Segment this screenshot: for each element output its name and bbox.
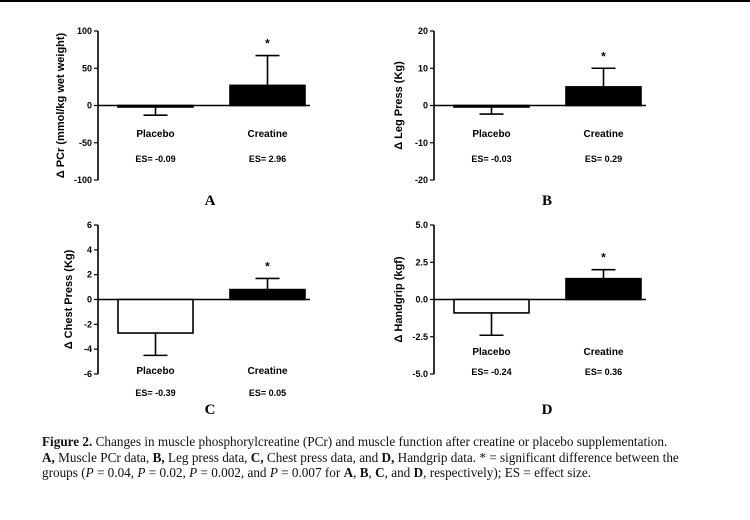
effect-size-label: ES= -0.24 — [471, 367, 511, 377]
caption-p4-text: = 0.007 for — [277, 465, 344, 480]
caption-c2: C — [375, 465, 385, 480]
significance-marker: * — [265, 259, 270, 273]
bar-creatine — [229, 84, 306, 107]
significance-marker: * — [601, 49, 606, 63]
category-label: Placebo — [136, 129, 174, 140]
bar-creatine — [565, 86, 642, 107]
caption-sep3: , and — [384, 465, 414, 480]
effect-size-label: ES= 0.36 — [585, 367, 622, 377]
category-label: Placebo — [472, 129, 510, 140]
bar-creatine — [565, 277, 642, 301]
category-label: Creatine — [247, 366, 287, 377]
effect-size-label: ES= -0.03 — [471, 154, 511, 164]
effect-size-label: ES= 2.96 — [249, 154, 286, 164]
y-tick-label: -10 — [415, 138, 428, 148]
y-axis-label: Δ Leg Press (Kg) — [393, 61, 405, 150]
caption-d-text: Handgrip data. * = significant differenc… — [42, 449, 679, 481]
category-label: Placebo — [136, 366, 174, 377]
panel-letter: A — [205, 193, 216, 209]
panel-b: 20 10 0 -10 -20 Δ Leg Press (Kg) Placebo ES= -0… — [393, 26, 646, 209]
caption-a2: A — [343, 465, 354, 480]
y-tick-label: -100 — [74, 175, 92, 185]
caption-intro: Changes in muscle phosphorylcreatine (PC… — [92, 434, 668, 449]
effect-size-label: ES= 0.29 — [585, 154, 622, 164]
y-axis-label: Δ PCr (mmol/kg wet weight) — [55, 32, 67, 178]
y-tick-label: 0 — [87, 295, 92, 305]
y-tick-label: -2.5 — [412, 332, 428, 342]
caption-end: , respectively); ES = effect size. — [423, 465, 592, 480]
y-tick-label: 50 — [82, 63, 92, 73]
panel-c: 6 4 2 0 -2 -4 -6 Δ Chest Press (Kg) Placebo ES= -… — [63, 220, 310, 418]
y-tick-label: 2.5 — [415, 257, 428, 267]
y-tick-label: 4 — [87, 245, 92, 255]
y-tick-label: -20 — [415, 175, 428, 185]
caption-p2: P — [137, 465, 146, 480]
caption-c-text: Chest press data, and — [263, 449, 382, 465]
y-axis-label: Δ Handgrip (kgf) — [393, 256, 405, 342]
y-tick-label: -4 — [84, 344, 92, 354]
category-label: Placebo — [472, 347, 510, 358]
caption-b2: B — [359, 465, 369, 480]
top-rule — [0, 0, 750, 2]
panel-a: 100 50 0 -50 -100 Δ PCr (mmol/kg wet weight) P… — [55, 26, 310, 209]
category-label: Creatine — [583, 347, 623, 358]
bar-placebo — [453, 298, 530, 314]
caption-p2-text: = 0.02, — [145, 465, 190, 480]
panel-letter: B — [542, 193, 552, 209]
caption-a-text: Muscle PCr data, — [54, 449, 153, 465]
significance-marker: * — [601, 251, 606, 265]
caption-sep2: , — [368, 465, 376, 480]
caption-c-label: C, — [250, 449, 264, 465]
caption-b-label: B, — [152, 449, 165, 465]
panel-letter: D — [542, 402, 553, 418]
significance-marker: * — [265, 37, 270, 51]
effect-size-label: ES= -0.39 — [135, 388, 175, 398]
y-tick-label: -2 — [84, 319, 92, 329]
y-tick-label: -5.0 — [412, 369, 428, 379]
bar-placebo — [117, 298, 194, 334]
panel-d: 5.0 2.5 0.0 -2.5 -5.0 Δ Handgrip (kgf) Placebo… — [393, 220, 646, 418]
effect-size-label: ES= 0.05 — [249, 388, 286, 398]
y-tick-label: 0 — [87, 101, 92, 111]
y-tick-label: 2 — [87, 270, 92, 280]
y-tick-label: 100 — [77, 26, 92, 36]
caption-sep1: , — [353, 465, 360, 480]
category-label: Creatine — [583, 129, 623, 140]
caption-d2: D — [413, 465, 424, 480]
caption-p1: P — [85, 465, 94, 480]
caption-a-label: A, — [42, 449, 55, 465]
y-tick-label: 0.0 — [415, 295, 428, 305]
figure-caption: Figure 2. Changes in muscle phosphorylcr… — [42, 434, 682, 481]
y-tick-label: 20 — [418, 26, 428, 36]
caption-p4: P — [269, 465, 278, 480]
y-tick-label: 0 — [423, 101, 428, 111]
panel-letter: C — [205, 402, 216, 418]
caption-p3-text: = 0.002, and — [197, 465, 270, 480]
caption-figure-label: Figure 2. — [42, 434, 93, 449]
y-tick-label: -6 — [84, 369, 92, 379]
y-tick-label: 6 — [87, 220, 92, 230]
caption-p3: P — [189, 465, 198, 480]
caption-b-text: Leg press data, — [164, 449, 251, 465]
y-tick-label: 5.0 — [415, 220, 428, 230]
bar-creatine — [229, 288, 306, 301]
caption-p1-text: = 0.04, — [93, 465, 138, 480]
caption-d-label: D, — [381, 449, 395, 465]
y-tick-label: -50 — [79, 138, 92, 148]
category-label: Creatine — [247, 129, 287, 140]
effect-size-label: ES= -0.09 — [135, 154, 175, 164]
y-tick-label: 10 — [418, 63, 428, 73]
y-axis-label: Δ Chest Press (Kg) — [63, 249, 75, 349]
